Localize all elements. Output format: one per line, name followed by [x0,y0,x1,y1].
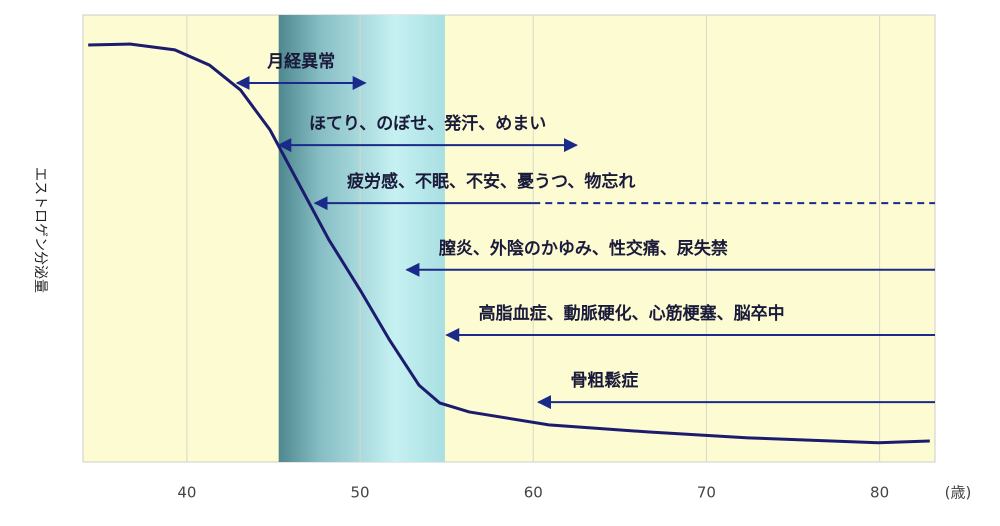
symptom-label: 骨粗鬆症 [570,370,638,391]
plot-area [82,14,936,463]
x-tick-label: 50 [351,484,370,502]
x-unit: (歳) [945,484,972,502]
symptom-label: 疲労感、不眠、不安、憂うつ、物忘れ [347,171,635,192]
estrogen-curve [88,42,930,445]
symptom-label: 月経異常 [266,51,335,72]
y-axis-label: エストロゲン分泌量 [32,167,48,293]
symptom-label: 膣炎、外陰のかゆみ、性交痛、尿失禁 [439,238,728,259]
x-tick-label: 40 [177,484,196,502]
x-tick-label: 80 [870,484,889,502]
x-tick-label: 60 [524,484,543,502]
symptom-label: ほてり、のぼせ、発汗、めまい [309,113,546,134]
x-tick-label: 70 [697,484,716,502]
symptom-label: 高脂血症、動脈硬化、心筋梗塞、脳卒中 [479,303,785,324]
